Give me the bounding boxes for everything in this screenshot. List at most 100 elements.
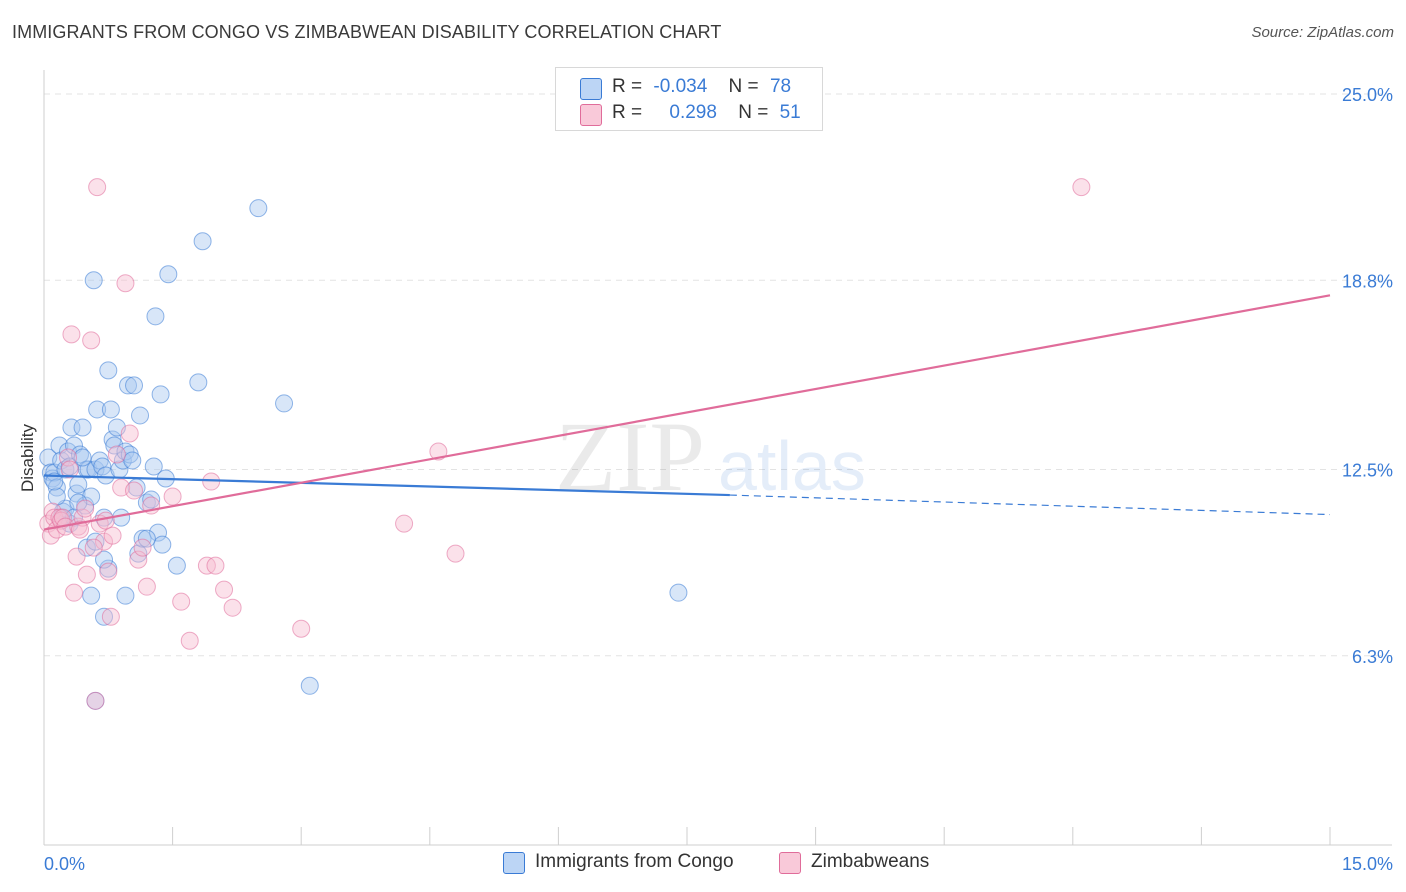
x-tick-label: 15.0% [1342, 854, 1393, 874]
legend-swatch-congo [580, 78, 602, 100]
data-point [82, 331, 101, 350]
data-point [99, 562, 118, 581]
watermark-zip: ZIP [555, 401, 705, 512]
data-point [69, 493, 88, 512]
data-point [101, 607, 120, 626]
data-point [159, 265, 178, 284]
data-point [69, 475, 88, 494]
data-point [123, 451, 142, 470]
legend-swatch-zimbabwean [580, 104, 602, 126]
data-point [180, 631, 199, 650]
data-point [45, 472, 64, 491]
data-point [116, 586, 135, 605]
data-point [96, 466, 115, 485]
trend-line-congo [43, 474, 730, 497]
y-tick-label: 12.5% [1342, 461, 1393, 481]
data-point [146, 307, 165, 326]
legend-r-value: 0.298 [669, 102, 717, 123]
data-point [292, 619, 311, 638]
trend-line-congo-extension [729, 494, 1331, 516]
legend-n-label: N = [728, 76, 759, 97]
data-point [71, 520, 90, 539]
data-point [93, 457, 112, 476]
data-point [429, 442, 448, 461]
data-point [77, 565, 96, 584]
data-point [95, 607, 114, 626]
y-tick-label: 6.3% [1352, 647, 1393, 667]
data-point [142, 490, 161, 509]
data-point [189, 373, 208, 392]
y-tick-label: 18.8% [1342, 271, 1393, 291]
watermark-atlas: atlas [718, 427, 866, 505]
data-point [172, 592, 191, 611]
legend-n-value: 78 [769, 76, 792, 97]
data-point [73, 448, 92, 467]
data-point [223, 598, 242, 617]
data-point [131, 406, 150, 425]
data-point [215, 580, 234, 599]
data-point [125, 481, 144, 500]
data-point [73, 418, 92, 437]
data-point [60, 460, 79, 479]
data-point [119, 376, 138, 395]
chart-source: Source: ZipAtlas.com [1251, 24, 1394, 41]
data-point [71, 445, 90, 464]
data-point [43, 469, 62, 488]
legend-r-label: R = [612, 76, 643, 97]
data-point [125, 376, 144, 395]
legend-label-congo: Immigrants from Congo [535, 851, 734, 872]
data-point [103, 526, 122, 545]
data-point [137, 529, 156, 548]
legend-n-value: 51 [779, 102, 801, 123]
data-point [151, 385, 170, 404]
series-legend: Immigrants from Congo Zimbabweans [0, 850, 1406, 880]
legend-swatch-congo [503, 852, 525, 874]
axes [43, 70, 1392, 846]
data-point [149, 523, 168, 542]
data-point [1072, 178, 1091, 197]
legend-label-zimbabwean: Zimbabweans [811, 851, 930, 872]
data-point [67, 547, 86, 566]
trend-lines [43, 294, 1331, 531]
trend-line-zimbabwean [43, 294, 1331, 531]
data-point [275, 394, 294, 413]
data-point [116, 274, 135, 293]
data-point [65, 583, 84, 602]
data-point [99, 361, 118, 380]
grid-lines [44, 93, 1392, 657]
data-point [88, 400, 107, 419]
legend-r-label: R = [612, 102, 643, 123]
data-point [101, 400, 120, 419]
data-point [395, 514, 414, 533]
legend-r-value: -0.034 [653, 76, 708, 97]
data-point [95, 550, 114, 569]
data-point [47, 487, 66, 506]
stats-legend: R = -0.034 N = 78 R = 0.298 N = 51 [555, 67, 823, 131]
data-point [76, 499, 95, 518]
legend-swatch-zimbabwean [779, 852, 801, 874]
series-congo-points [39, 199, 688, 710]
data-point [669, 583, 688, 602]
data-point [206, 556, 225, 575]
y-tick-label: 25.0% [1342, 85, 1393, 105]
data-point [193, 232, 212, 251]
data-point [84, 538, 103, 557]
data-point [103, 430, 122, 449]
data-point [107, 445, 126, 464]
data-point [163, 487, 182, 506]
legend-n-label: N = [738, 102, 769, 123]
data-point [82, 586, 101, 605]
data-point [137, 577, 156, 596]
x-tick-label: 0.0% [44, 854, 85, 874]
data-point [120, 424, 139, 443]
data-point [96, 511, 115, 530]
data-point [446, 544, 465, 563]
data-point [133, 529, 152, 548]
data-point [249, 199, 268, 218]
data-point [86, 691, 105, 710]
data-point [62, 325, 81, 344]
data-point [144, 457, 163, 476]
data-point [153, 535, 172, 554]
data-point [300, 676, 319, 695]
